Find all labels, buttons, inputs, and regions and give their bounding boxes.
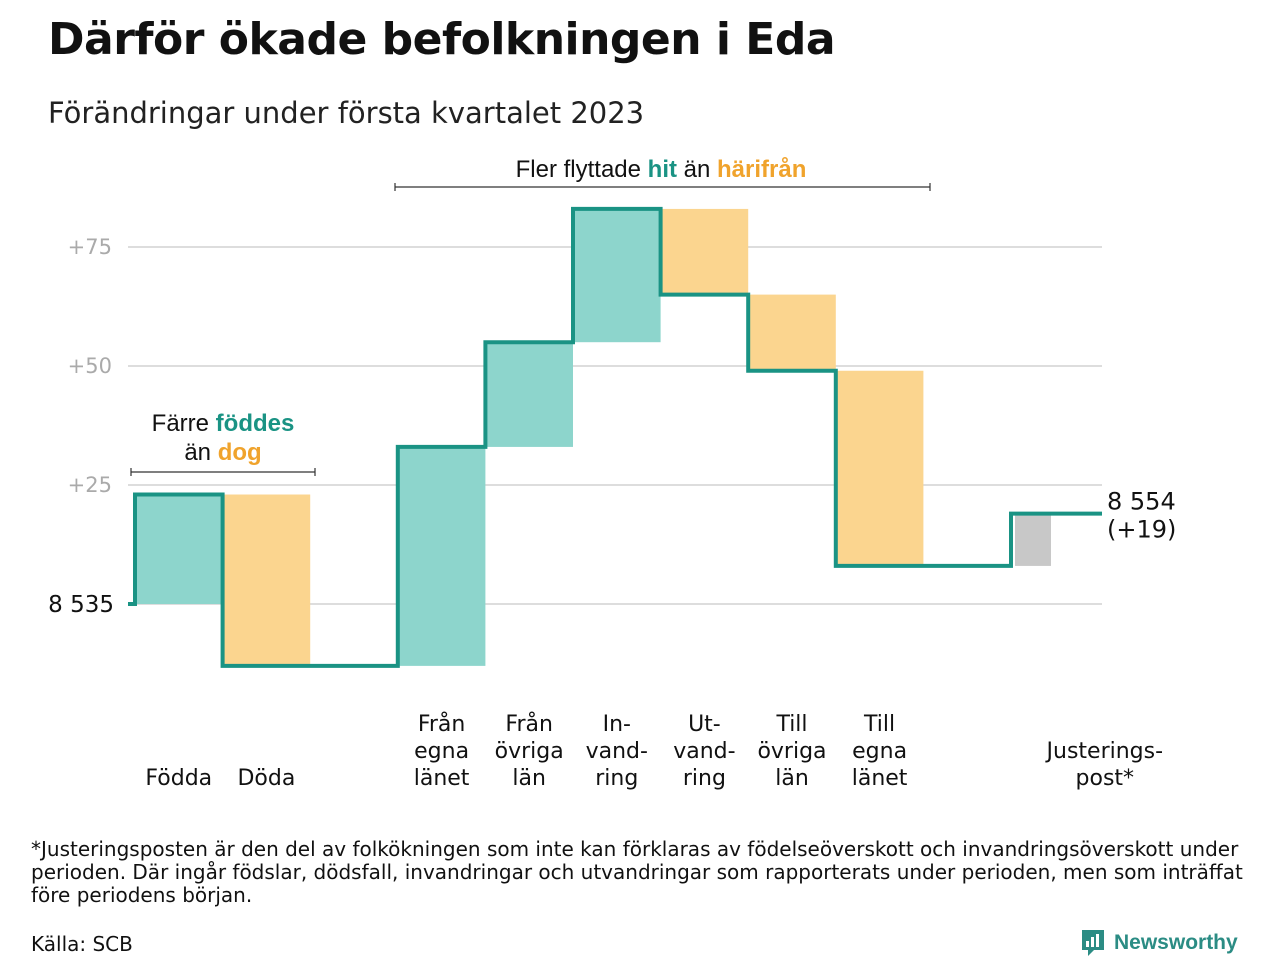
category-label: Döda (237, 766, 295, 791)
footnote: *Justeringsposten är den del av folkökni… (31, 837, 1243, 907)
category-label: Till (775, 712, 807, 737)
cumulative-step-line (128, 206, 1102, 668)
category-label: Justerings- (1045, 739, 1164, 764)
newsworthy-logo: Newsworthy (1080, 928, 1238, 958)
waterfall-bar (1015, 513, 1051, 566)
category-label: övriga (757, 739, 826, 764)
births-annotation: Färre föddes (152, 410, 295, 437)
category-label: län (512, 766, 546, 791)
chart-subtitle: Förändringar under första kvartalet 2023 (48, 96, 645, 130)
category-label: ring (595, 766, 638, 791)
births-annotation-line2: än dog (184, 439, 261, 466)
category-label: Ut- (688, 712, 721, 737)
category-label: vand- (673, 739, 735, 764)
y-tick-label: +50 (68, 354, 112, 378)
category-label: övriga (495, 739, 564, 764)
source-label: Källa: SCB (31, 932, 133, 956)
chart-title: Därför ökade befolkningen i Eda (48, 14, 836, 65)
newsworthy-logo-icon (1082, 930, 1104, 956)
waterfall-bar (573, 208, 661, 343)
waterfall-bar (485, 342, 573, 447)
waterfall-bar (397, 446, 486, 666)
y-tick-label: +75 (68, 235, 112, 259)
end-change-label: (+19) (1107, 516, 1176, 544)
waterfall-bar (135, 494, 223, 604)
waterfall-bar (748, 294, 836, 371)
waterfall-bar (222, 494, 311, 666)
category-label: egna (852, 739, 907, 764)
category-label: ring (683, 766, 726, 791)
category-label: Till (863, 712, 895, 737)
category-label: länet (414, 766, 470, 791)
migration-annotation: Fler flyttade hit än härifrån (516, 156, 807, 183)
category-label: post* (1076, 766, 1135, 791)
waterfall-bar (660, 208, 749, 295)
category-label: egna (414, 739, 469, 764)
end-value-label: 8 554 (1107, 488, 1176, 516)
category-label: Från (505, 711, 553, 737)
category-label: Från (418, 711, 466, 737)
waterfall-bar (835, 370, 924, 566)
category-label: Födda (145, 766, 212, 791)
start-value-label: 8 535 (48, 592, 114, 618)
category-label: In- (603, 712, 631, 737)
category-label: vand- (586, 739, 648, 764)
y-tick-label: +25 (68, 473, 112, 497)
category-label: länet (852, 766, 908, 791)
category-label: län (775, 766, 809, 791)
logo-text: Newsworthy (1114, 931, 1238, 954)
